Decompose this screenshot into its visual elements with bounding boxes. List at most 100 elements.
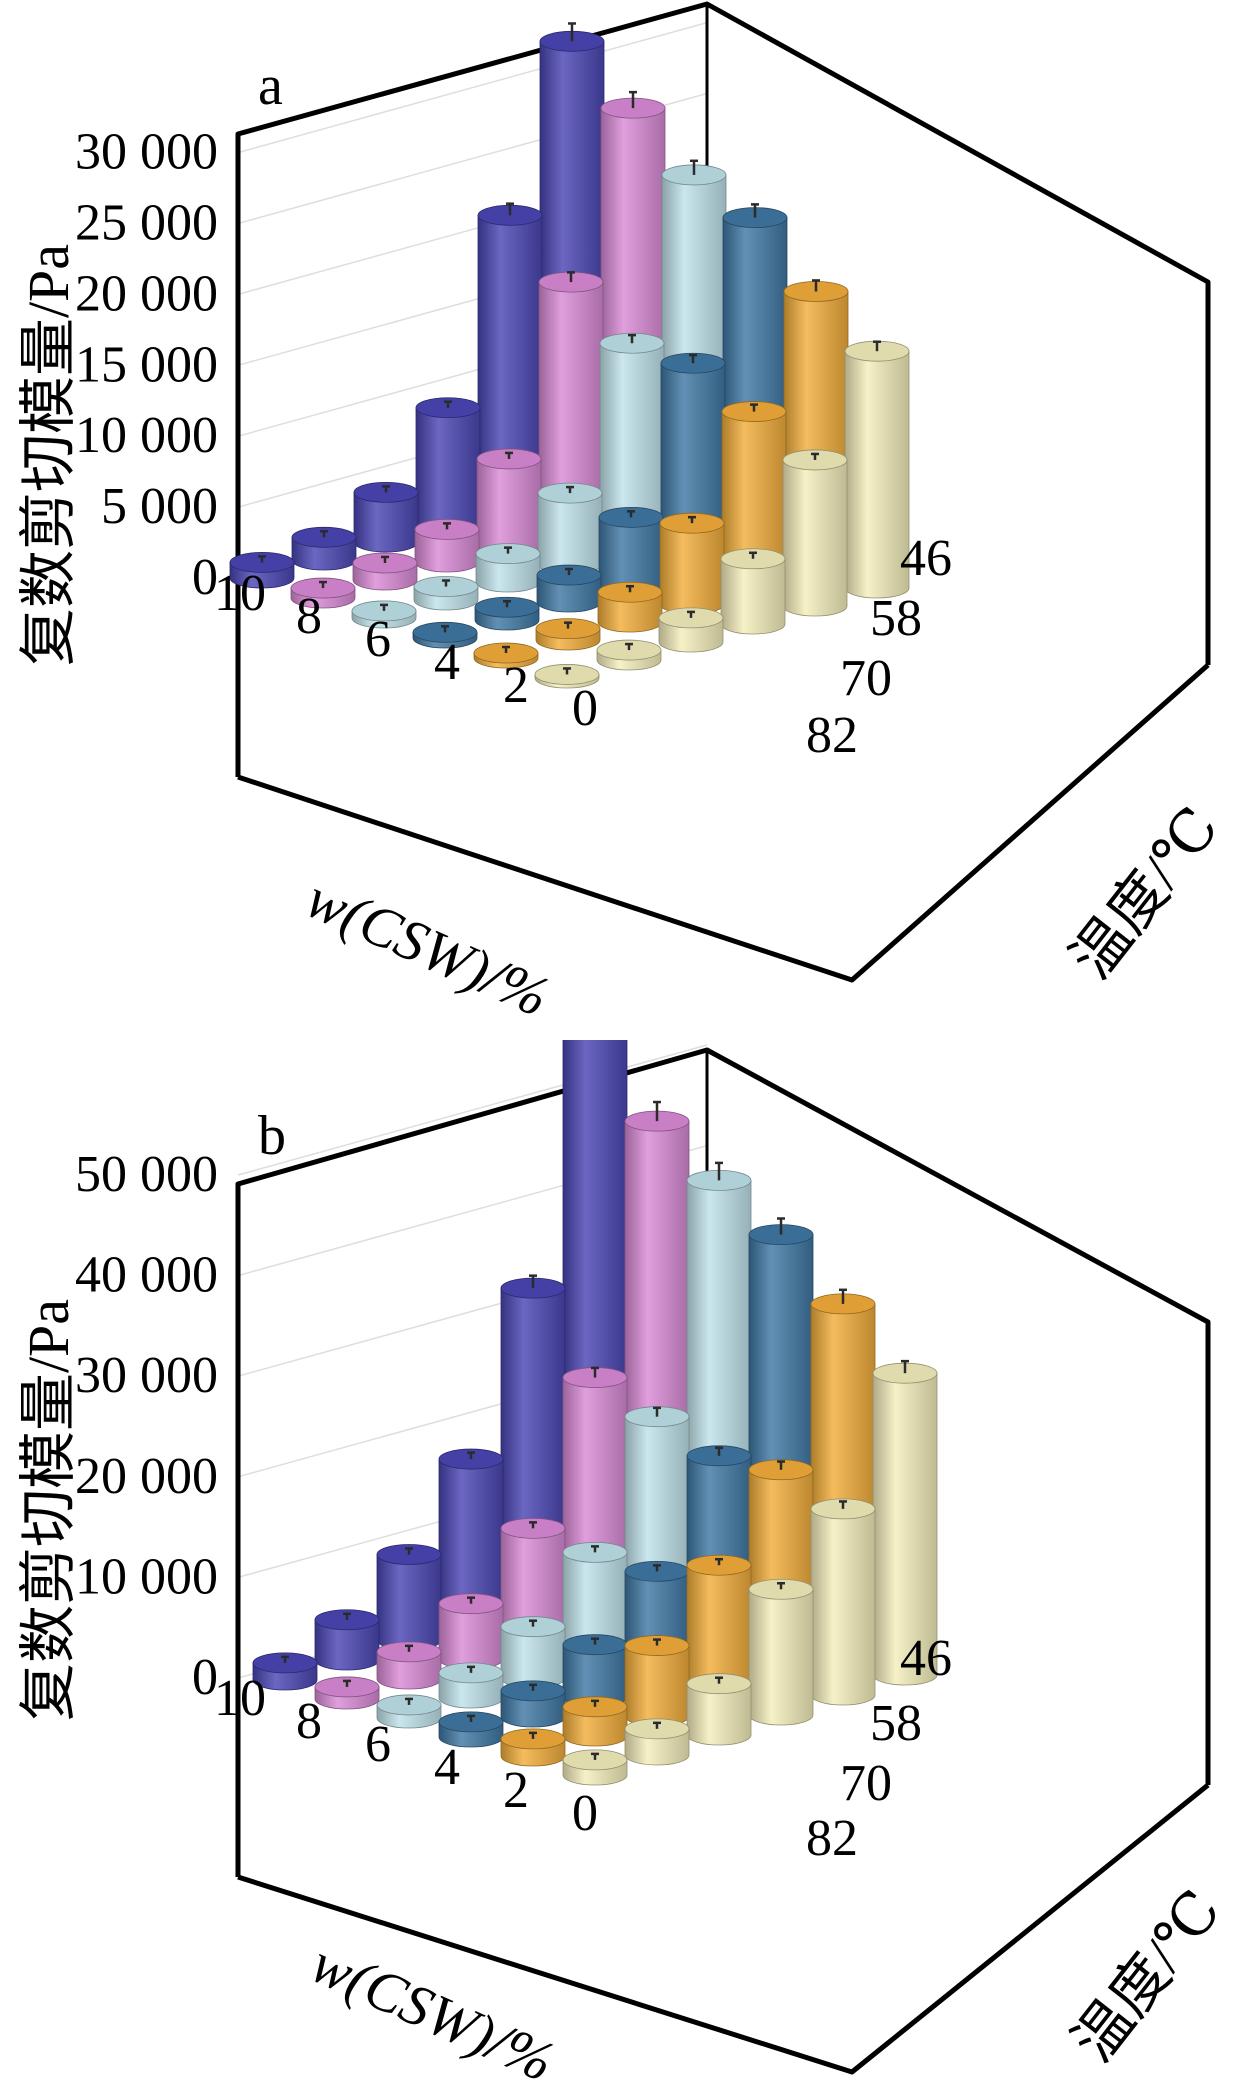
- x-tick-labels: 10 8 6 4 2 0: [214, 1670, 598, 1842]
- x-axis-label: w(CSW)/%: [297, 865, 559, 1029]
- bar: [229, 552, 295, 589]
- frame-floor-edge: [237, 1783, 1210, 2075]
- bar: [413, 576, 479, 611]
- panel-label: b: [258, 1105, 286, 1167]
- z-axis-label: 复数剪切模量/Pa: [16, 1299, 81, 1721]
- z-tick-label: 20 000: [75, 265, 218, 322]
- x-tick-label: 4: [434, 1739, 460, 1796]
- bar: [658, 607, 724, 653]
- bar: [597, 581, 663, 633]
- bar: [535, 618, 601, 651]
- bar: [290, 577, 356, 609]
- bar: [352, 552, 418, 591]
- temperature-tick-label: 70: [840, 1755, 892, 1812]
- z-tick-label: 40 000: [75, 1247, 218, 1304]
- bar: [537, 482, 603, 575]
- bar: [536, 564, 602, 613]
- chart-panel-a: a 0 5 000 10 000 15 000 20 000 25 000 30 000 复…: [16, 1, 1231, 1029]
- z-tick-label: 30 000: [75, 124, 218, 181]
- temperature-tick-label: 82: [806, 1810, 858, 1867]
- bar: [686, 1673, 752, 1746]
- x-tick-labels: 10 8 6 4 2 0: [214, 565, 598, 737]
- z-tick-labels: 0 5 000 10 000 15 000 20 000 25 000 30 000: [75, 124, 218, 606]
- bar-body: [415, 407, 481, 535]
- bar: [414, 518, 480, 573]
- bar-top: [686, 1445, 752, 1467]
- bar: [476, 448, 542, 555]
- bar-body: [720, 558, 786, 635]
- bar: [659, 512, 725, 615]
- temperature-axis-label: 温度/℃: [1060, 1878, 1233, 2073]
- bar: [748, 1578, 814, 1726]
- bar: [415, 397, 481, 535]
- bar: [686, 1554, 752, 1707]
- bar: [474, 596, 540, 631]
- z-tick-label: 15 000: [75, 336, 218, 393]
- bar: [353, 481, 419, 553]
- bar: [810, 1498, 876, 1706]
- x-tick-label: 2: [503, 657, 529, 714]
- bar-body: [659, 522, 725, 615]
- grid-line: [237, 1044, 708, 1176]
- x-tick-label: 10: [214, 565, 266, 622]
- z-tick-label: 0: [192, 1649, 218, 1706]
- temperature-tick-label: 70: [840, 650, 892, 707]
- bar-body: [782, 459, 848, 617]
- bar: [844, 340, 910, 599]
- z-axis-label: 复数剪切模量/Pa: [16, 244, 81, 666]
- temperature-axis-label: 温度/℃: [1058, 795, 1231, 990]
- bar: [475, 543, 541, 593]
- z-tick-label: 30 000: [75, 1347, 218, 1404]
- bar: [314, 1676, 380, 1710]
- bars-group: [229, 22, 910, 689]
- x-tick-label: 0: [572, 680, 598, 737]
- x-tick-label: 10: [214, 1670, 266, 1727]
- frame-floor-edge: [237, 663, 1210, 983]
- temperature-tick-label: 58: [870, 1695, 922, 1752]
- z-tick-label: 50 000: [75, 1146, 218, 1203]
- z-tick-label: 20 000: [75, 1448, 218, 1505]
- temperature-tick-label: 46: [900, 1630, 952, 1687]
- bar: [351, 600, 417, 629]
- bar: [562, 1696, 628, 1747]
- bar: [438, 1711, 504, 1748]
- bars-group: [252, 1040, 938, 1786]
- bar-body: [748, 1588, 814, 1726]
- bar-body: [624, 1645, 690, 1727]
- x-tick-label: 2: [503, 1762, 529, 1819]
- bar: [291, 526, 357, 571]
- grid-back: [237, 21, 708, 579]
- z-tick-labels: 0 10 000 20 000 30 000 40 000 50 000: [75, 1146, 218, 1706]
- x-tick-label: 4: [434, 634, 460, 691]
- bar: [872, 1359, 938, 1686]
- temperature-tick-label: 82: [806, 707, 858, 764]
- bar: [412, 621, 478, 649]
- bar: [252, 1652, 318, 1691]
- bar: [562, 1634, 628, 1708]
- x-axis-label: w(CSW)/%: [302, 1930, 564, 2080]
- bar: [477, 202, 543, 517]
- grid-line: [237, 21, 708, 154]
- bar: [782, 449, 848, 617]
- bar: [562, 1749, 628, 1786]
- bar: [538, 271, 604, 537]
- chart-panel-b: b 0 10 000 20 000 30 000 40 000 50 000 复数剪切模量…: [16, 1040, 1233, 2080]
- bar: [438, 1448, 504, 1631]
- bar: [720, 548, 786, 635]
- z-tick-label: 0: [192, 549, 218, 606]
- x-tick-label: 6: [365, 611, 391, 668]
- bar: [500, 1680, 566, 1728]
- z-tick-label: 5 000: [101, 478, 218, 535]
- x-tick-label: 8: [296, 588, 322, 645]
- bar: [596, 639, 662, 671]
- temperature-tick-label: 46: [900, 530, 952, 587]
- bar-body: [537, 492, 603, 575]
- bar-body: [810, 1508, 876, 1706]
- bar: [500, 1728, 566, 1767]
- bar: [314, 1609, 380, 1671]
- bar-top: [624, 1635, 690, 1656]
- bar-body: [376, 1554, 442, 1651]
- x-tick-label: 6: [365, 1716, 391, 1773]
- bar: [624, 1718, 690, 1766]
